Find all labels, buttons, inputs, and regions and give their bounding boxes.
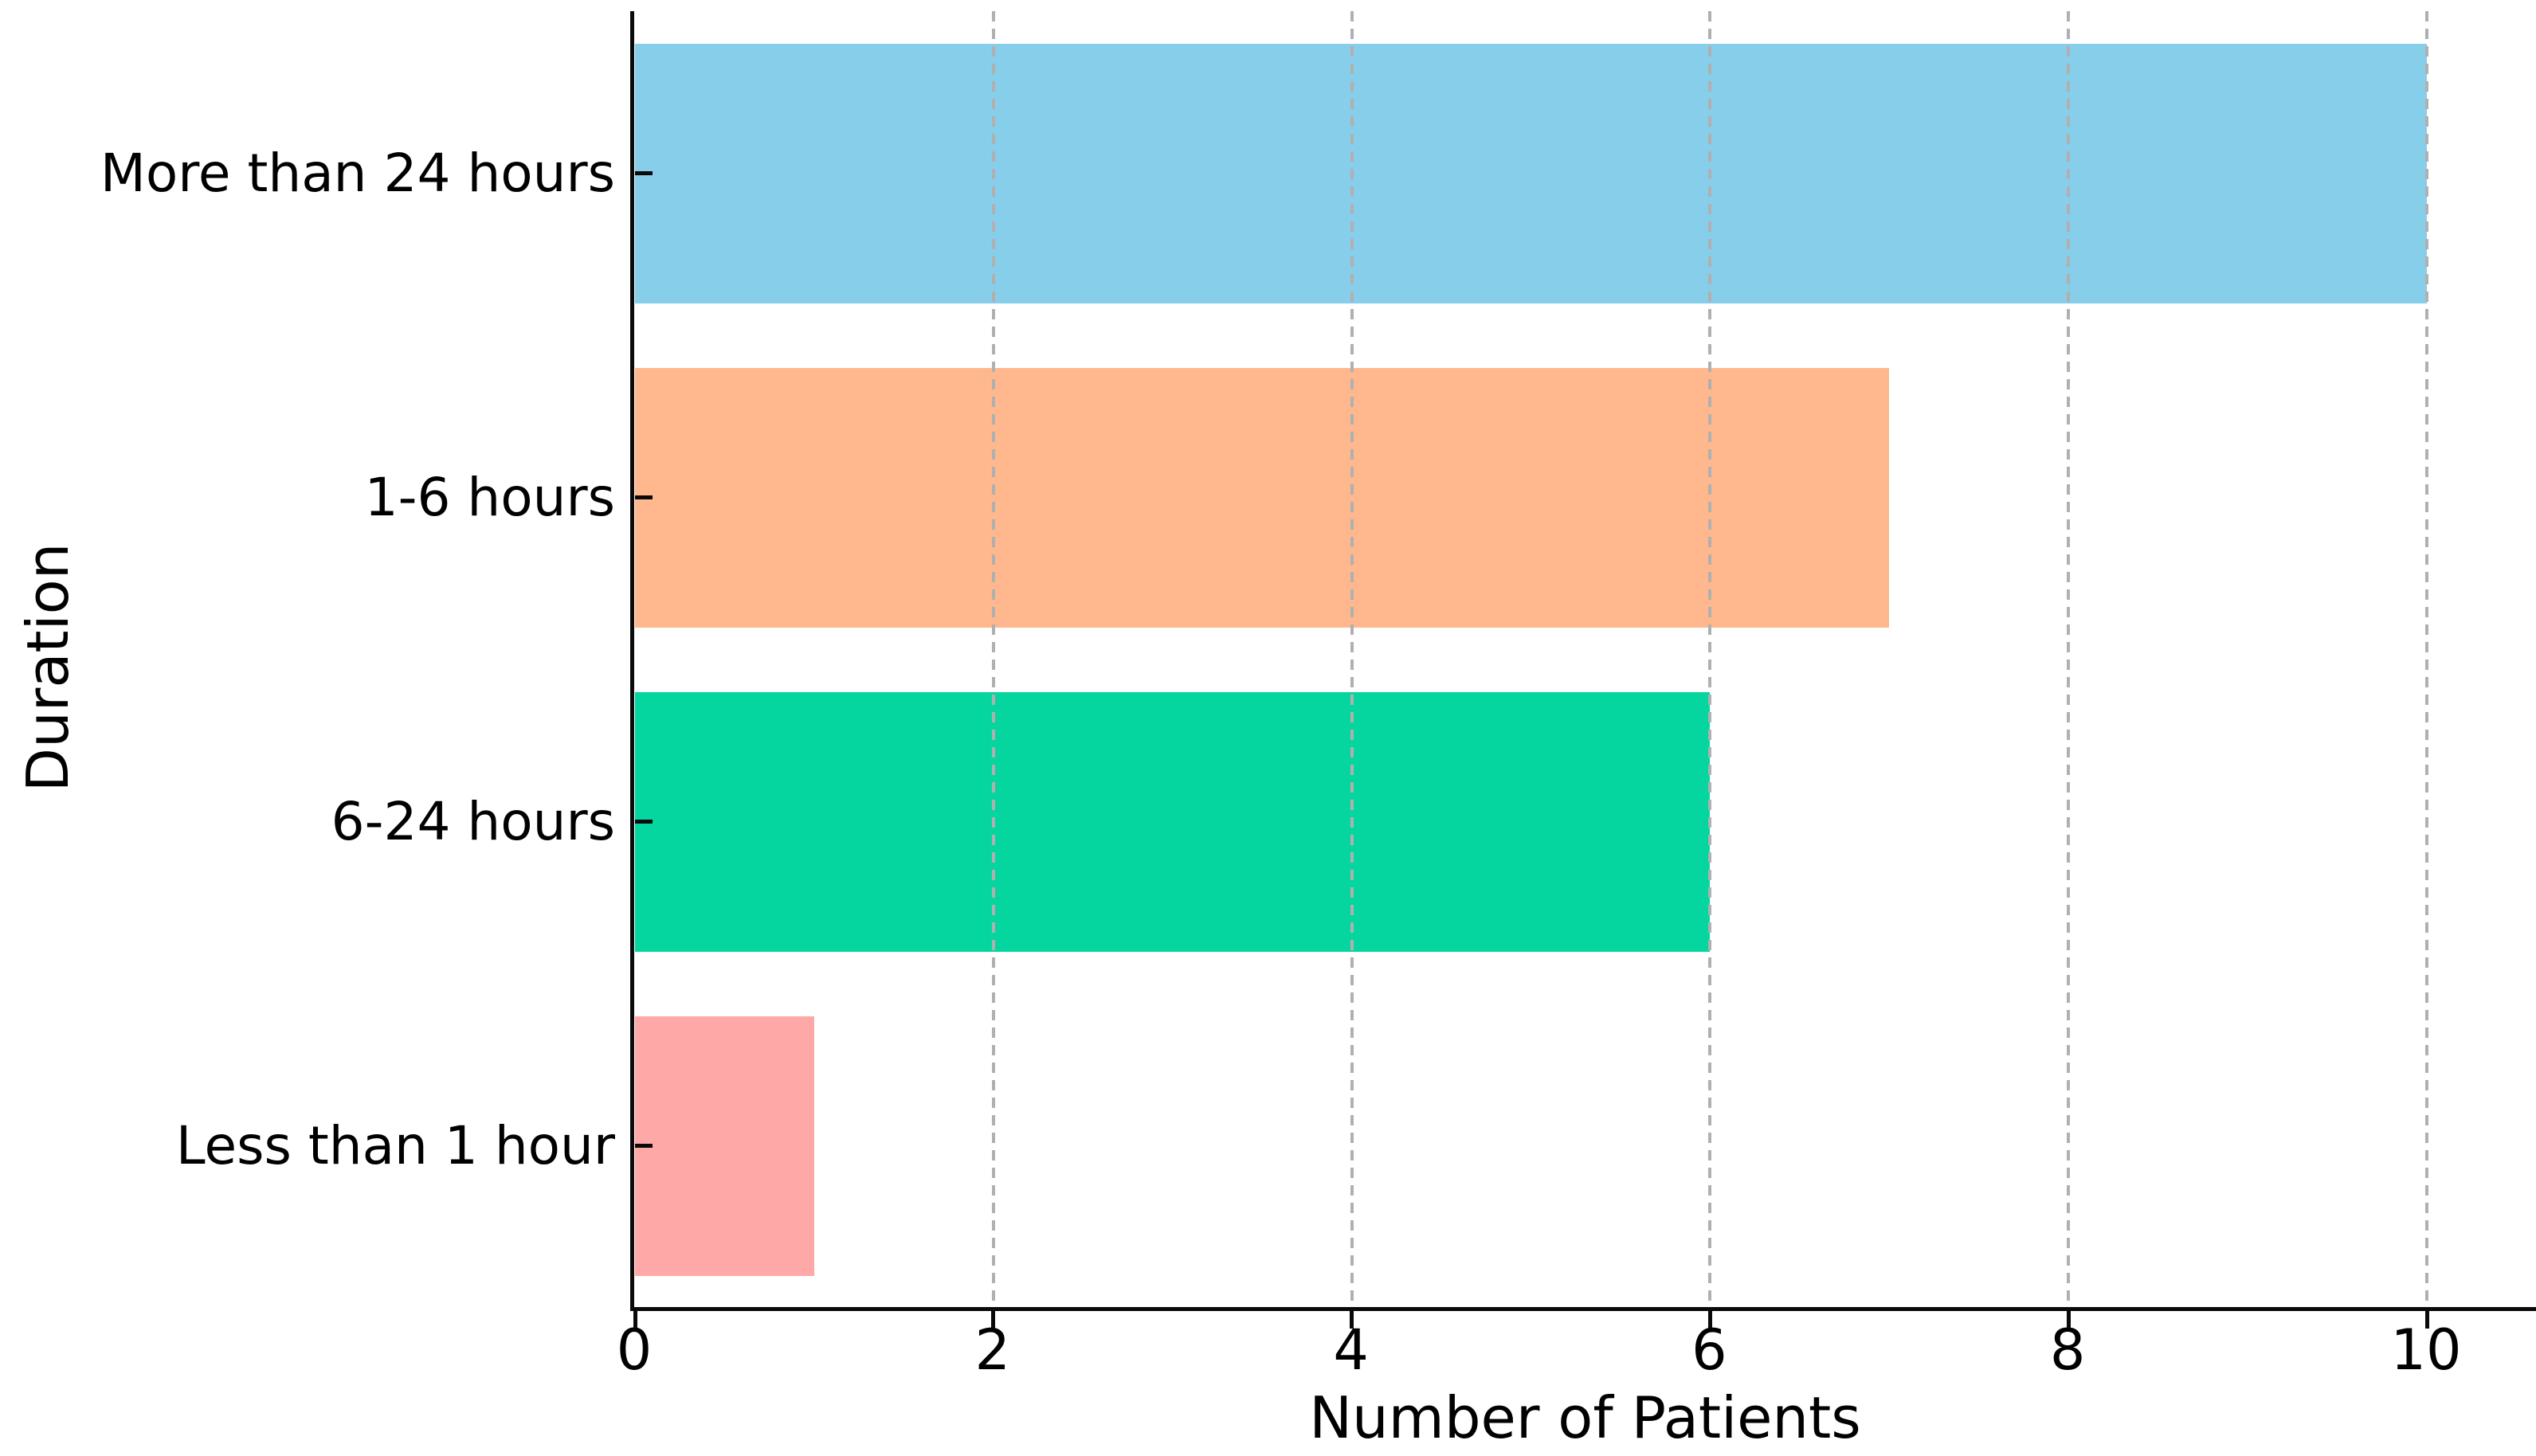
bar-1-6-hours: [635, 367, 1890, 628]
y-axis-line: [630, 11, 634, 1311]
bar-6-24-hours: [635, 691, 1711, 952]
gridline-x-6: [1708, 11, 1712, 1306]
x-tick-label-2: 2: [974, 1317, 1011, 1383]
y-tick-mark-1-6-hours: [635, 495, 653, 499]
x-axis-title: Number of Patients: [1309, 1384, 1861, 1451]
x-tick-mark-4: [1350, 1311, 1354, 1329]
x-tick-mark-2: [991, 1311, 996, 1329]
y-tick-mark-less-than-1-hour: [635, 1144, 653, 1148]
x-tick-label-8: 8: [2049, 1317, 2086, 1383]
x-tick-label-0: 0: [616, 1317, 653, 1383]
x-tick-label-6: 6: [1691, 1317, 1727, 1383]
x-tick-mark-0: [633, 1311, 637, 1329]
gridline-x-4: [1350, 11, 1354, 1306]
y-tick-label-6-24-hours: 6-24 hours: [331, 790, 615, 852]
y-tick-mark-6-24-hours: [635, 820, 653, 824]
y-tick-mark-more-than-24-hours: [635, 171, 653, 175]
gridline-x-10: [2425, 11, 2428, 1306]
y-tick-label-more-than-24-hours: More than 24 hours: [100, 142, 615, 204]
x-axis-line: [630, 1307, 2536, 1311]
x-tick-label-10: 10: [2390, 1317, 2462, 1383]
gridline-x-2: [991, 11, 995, 1306]
bar-less-than-1-hour: [635, 1016, 814, 1276]
gridline-x-8: [2067, 11, 2071, 1306]
y-tick-label-1-6-hours: 1-6 hours: [364, 466, 615, 528]
x-tick-mark-6: [1707, 1311, 1712, 1329]
y-tick-label-less-than-1-hour: Less than 1 hour: [175, 1114, 615, 1176]
y-axis-title: Duration: [14, 542, 81, 793]
x-tick-mark-8: [2066, 1311, 2071, 1329]
bar-more-than-24-hours: [635, 43, 2427, 303]
x-tick-label-4: 4: [1333, 1317, 1369, 1383]
x-tick-mark-10: [2424, 1311, 2429, 1329]
